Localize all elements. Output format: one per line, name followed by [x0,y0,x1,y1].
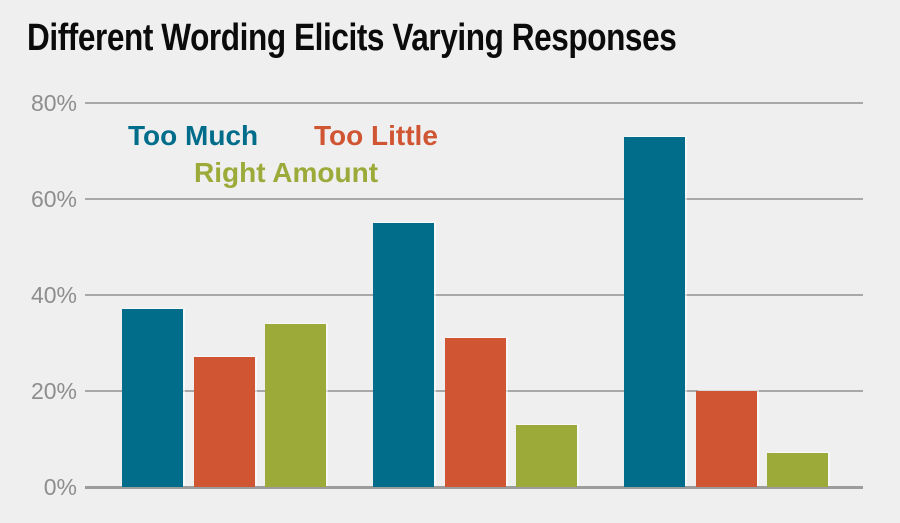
y-axis-tick-label: 40% [30,282,77,308]
bar-too-little-group-1 [193,357,255,487]
bar-too-much-group-3 [624,136,685,487]
y-axis-tick-label: 20% [30,378,77,404]
bar-too-little-group-3 [695,391,757,487]
legend-right-amount: Right Amount [194,157,379,188]
bar-right-amount-group-2 [516,424,577,487]
bar-too-much-group-2 [373,223,434,487]
chart-title: Different Wording Elicits Varying Respon… [27,17,677,59]
x-axis-baseline [85,486,863,489]
legend-too-much: Too Much [128,120,259,151]
bar-right-amount-group-3 [767,453,828,487]
bar-too-little-group-2 [444,338,506,487]
bar-right-amount-group-1 [265,323,326,487]
gridline [85,198,863,200]
y-axis-tick-label: 60% [30,186,77,212]
bar-too-much-group-1 [122,309,183,487]
y-axis-tick-label: 80% [30,90,77,116]
legend-too-little: Too Little [314,120,438,151]
y-axis-tick-label: 0% [43,474,77,500]
gridline [85,102,863,104]
gridline [85,294,863,296]
